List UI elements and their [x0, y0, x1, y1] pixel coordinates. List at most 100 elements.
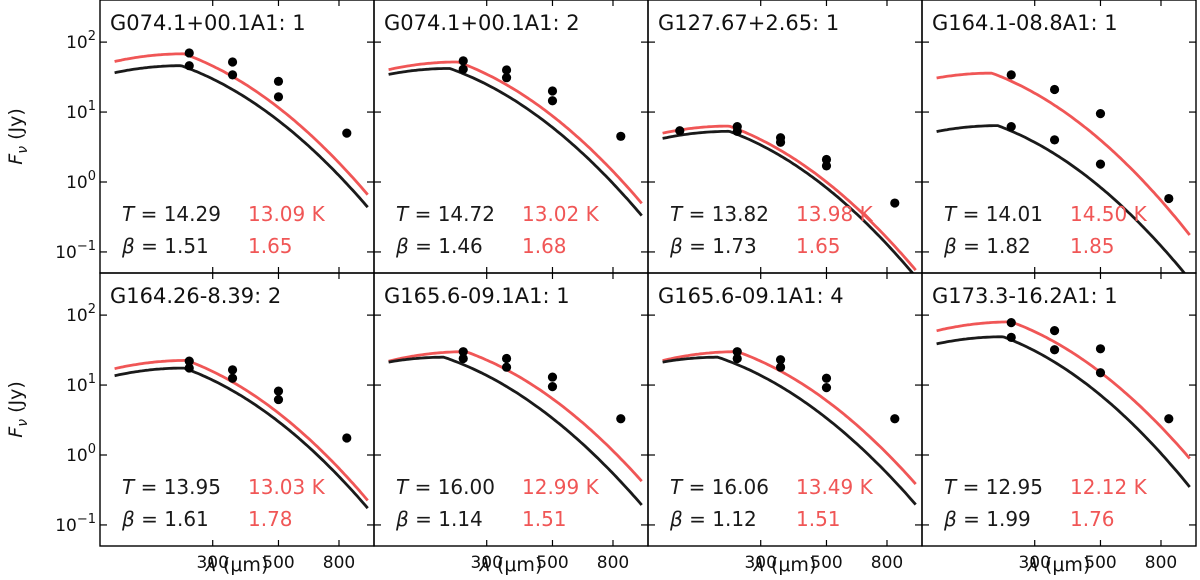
red-data-point	[501, 65, 512, 75]
red-fit-line	[114, 52, 369, 196]
red-data-point	[184, 48, 194, 58]
red-fit-line	[388, 60, 643, 205]
black-data-point	[616, 131, 626, 141]
red-data-point	[458, 56, 468, 66]
red-data-point	[821, 373, 832, 383]
black-data-point	[458, 353, 468, 364]
red-data-point	[1095, 344, 1106, 354]
panel-5: G164.26-8.39: 2 T = 13.95 13.03 K β = 1.61 1…	[5, 272, 375, 576]
black-data-point	[1164, 193, 1174, 204]
x-tick-label: 500	[536, 553, 568, 573]
black-data-point	[273, 394, 284, 405]
y-tick-label: 10−1	[55, 512, 96, 536]
y-tick-label: 100	[66, 169, 96, 193]
black-data-point	[227, 373, 238, 383]
temperature-red: 13.02 K	[522, 202, 600, 226]
beta-red: 1.85	[1070, 234, 1115, 258]
temperature-black: T = 16.00	[396, 475, 495, 499]
x-axis-label: λ (μm)	[479, 554, 543, 576]
red-data-point	[227, 57, 238, 67]
panel-7: G165.6-09.1A1: 4 T = 16.06 13.49 K β = 1.12…	[647, 272, 923, 576]
black-data-point	[458, 64, 468, 74]
panel-8: G173.3-16.2A1: 1 T = 12.95 12.12 K β = 1.99…	[921, 272, 1197, 576]
x-tick-label: 800	[597, 553, 629, 573]
beta-red: 1.68	[522, 234, 567, 258]
beta-red: 1.51	[522, 507, 567, 531]
black-data-point	[675, 126, 685, 136]
black-fit-line	[936, 124, 1187, 273]
beta-red: 1.51	[796, 507, 841, 531]
panel-title: G173.3-16.2A1: 1	[932, 284, 1118, 308]
beta-red: 1.65	[796, 234, 841, 258]
beta-red: 1.78	[248, 507, 293, 531]
temperature-black: T = 14.01	[944, 202, 1043, 226]
black-data-point	[732, 353, 742, 364]
x-axis-label: λ (μm)	[753, 554, 817, 576]
black-data-point	[1095, 368, 1106, 378]
red-fit-line	[662, 350, 917, 486]
red-data-point	[1006, 318, 1016, 328]
temperature-red: 14.50 K	[1070, 202, 1148, 226]
black-data-point	[273, 92, 284, 102]
beta-black: β = 1.12	[669, 507, 757, 531]
temperature-black: T = 14.29	[122, 202, 221, 226]
temperature-red: 13.03 K	[248, 475, 326, 499]
black-fit-line	[388, 355, 643, 506]
red-fit-line	[936, 71, 1191, 236]
panel-2: G074.1+00.1A1: 2 T = 14.72 13.02 K β = 1.46…	[373, 0, 649, 274]
y-axis-label: Fν (Jy)	[5, 381, 31, 437]
panel-title: G165.6-09.1A1: 4	[658, 284, 844, 308]
black-data-point	[1095, 159, 1106, 169]
x-tick-label: 800	[323, 553, 355, 573]
black-fit-line	[388, 67, 643, 217]
y-axis-label: Fν (Jy)	[5, 108, 31, 164]
panel-3: G127.67+2.65: 1 T = 13.82 13.98 K β = 1.73 1…	[647, 0, 923, 274]
x-tick-label: 800	[871, 553, 903, 573]
x-tick-label: 500	[810, 553, 842, 573]
black-data-point	[616, 414, 626, 424]
red-fit-line	[936, 320, 1191, 460]
x-axis-label: λ (μm)	[205, 554, 269, 576]
black-data-point	[1006, 332, 1016, 343]
black-data-point	[1164, 414, 1174, 424]
black-data-point	[1049, 135, 1060, 145]
black-data-point	[547, 96, 558, 106]
y-tick-label: 102	[66, 29, 96, 53]
black-data-point	[1049, 345, 1060, 355]
temperature-black: T = 12.95	[944, 475, 1043, 499]
panel-title: G165.6-09.1A1: 1	[384, 284, 570, 308]
temperature-black: T = 13.95	[122, 475, 221, 499]
temperature-red: 13.09 K	[248, 202, 326, 226]
red-fit-line	[114, 359, 369, 502]
x-tick-label: 300	[1018, 553, 1050, 573]
black-data-point	[547, 382, 558, 392]
x-tick-label: 300	[470, 553, 502, 573]
y-tick-label: 100	[66, 442, 96, 466]
beta-black: β = 1.99	[943, 507, 1031, 531]
red-data-point	[775, 133, 786, 143]
red-data-point	[547, 86, 558, 96]
black-data-point	[821, 161, 832, 171]
black-fit-line	[662, 129, 915, 273]
beta-red: 1.65	[248, 234, 293, 258]
panel-6: G165.6-09.1A1: 1 T = 16.00 12.99 K β = 1.14…	[373, 272, 649, 576]
red-data-point	[227, 365, 238, 375]
temperature-black: T = 13.82	[670, 202, 769, 226]
black-data-point	[1006, 121, 1016, 132]
x-axis-label: λ (μm)	[1027, 554, 1091, 576]
beta-black: β = 1.82	[943, 234, 1031, 258]
beta-black: β = 1.61	[121, 507, 209, 531]
black-fit-line	[936, 335, 1191, 488]
temperature-red: 12.12 K	[1070, 475, 1148, 499]
black-data-point	[227, 70, 238, 80]
red-data-point	[775, 355, 786, 365]
black-data-point	[342, 433, 352, 443]
panel-title: G164.1-08.8A1: 1	[932, 11, 1118, 35]
red-data-point	[1095, 109, 1106, 119]
temperature-red: 12.99 K	[522, 475, 600, 499]
panel-title: G164.26-8.39: 2	[110, 284, 281, 308]
black-data-point	[184, 363, 194, 373]
black-data-point	[890, 198, 900, 208]
black-fit-line	[114, 64, 369, 209]
panel-title: G074.1+00.1A1: 2	[384, 11, 580, 35]
